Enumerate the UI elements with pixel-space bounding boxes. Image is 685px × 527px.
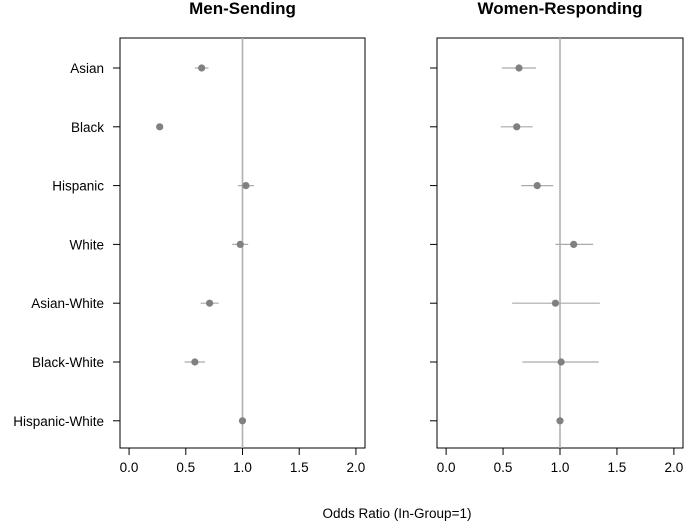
x-tick-label: 1.5 — [290, 460, 309, 475]
category-label-black: Black — [71, 120, 104, 135]
point-estimate — [533, 182, 541, 190]
point-estimate — [156, 123, 164, 131]
point-estimate — [206, 299, 214, 307]
category-label-hispanic-white: Hispanic-White — [13, 414, 104, 429]
point-estimate — [570, 240, 578, 248]
category-label-asian: Asian — [70, 61, 104, 76]
point-estimate — [513, 123, 521, 131]
point-estimate — [242, 182, 250, 190]
point-estimate — [551, 299, 560, 307]
panel-women-responding: Women-Responding 0.0 0.5 1.0 1.5 2.0 — [430, 0, 684, 475]
x-tick-label: 2.0 — [664, 460, 683, 475]
point-estimate — [238, 417, 247, 425]
x-tick-label: 0.0 — [437, 460, 456, 475]
x-axis-women-responding: 0.0 0.5 1.0 1.5 2.0 — [437, 460, 684, 475]
x-axis-title: Odds Ratio (In-Group=1) — [323, 506, 472, 521]
point-estimate — [556, 417, 564, 425]
panel-title-men-sending: Men-Sending — [189, 0, 296, 18]
point-estimate — [515, 64, 523, 72]
x-tick-label: 1.0 — [233, 460, 252, 475]
x-tick-label: 1.0 — [551, 460, 570, 475]
category-labels: Asian Black Hispanic White Asian-White B… — [13, 61, 104, 429]
x-axis-men-sending: 0.0 0.5 1.0 1.5 2.0 — [120, 460, 366, 475]
point-estimate — [191, 358, 199, 366]
category-label-white: White — [69, 237, 104, 252]
point-estimate — [236, 240, 244, 248]
category-label-black-white: Black-White — [32, 355, 104, 370]
category-label-asian-white: Asian-White — [31, 296, 104, 311]
point-estimate — [557, 358, 565, 366]
x-tick-label: 2.0 — [347, 460, 366, 475]
x-tick-label: 1.5 — [608, 460, 627, 475]
point-estimate — [198, 64, 206, 72]
x-tick-label: 0.5 — [494, 460, 513, 475]
category-label-hispanic: Hispanic — [52, 179, 104, 194]
x-tick-label: 0.5 — [176, 460, 195, 475]
panel-men-sending: Men-Sending Asian Black Hispanic White A… — [13, 0, 366, 475]
panel-title-women-responding: Women-Responding — [478, 0, 643, 18]
x-tick-label: 0.0 — [120, 460, 139, 475]
